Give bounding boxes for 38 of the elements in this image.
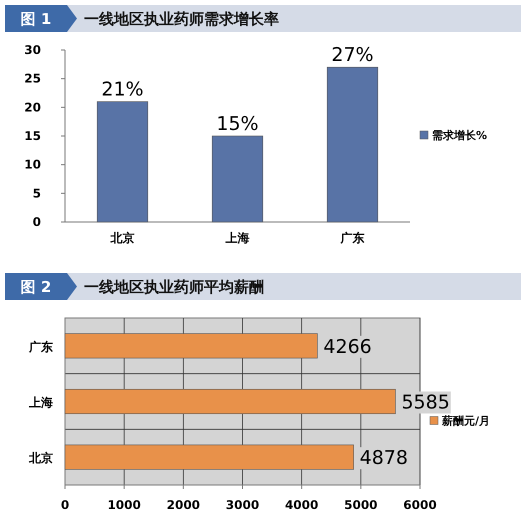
y-tick-label: 北京 (28, 451, 53, 466)
x-tick-label: 1000 (107, 498, 141, 512)
bar (64, 333, 318, 358)
bar (64, 388, 396, 414)
y-tick-label: 0 (32, 215, 41, 229)
legend-label: 薪酬元/月 (441, 414, 490, 428)
y-tick-label: 25 (24, 72, 41, 86)
legend-label: 需求增长% (432, 129, 488, 142)
y-tick-label: 30 (24, 43, 41, 57)
bar (326, 66, 378, 222)
y-tick-label: 上海 (28, 396, 53, 410)
x-tick-label: 6000 (403, 498, 437, 512)
x-tick-label: 0 (60, 498, 70, 512)
data-label: 5585 (401, 392, 450, 414)
x-tick-label: 2000 (166, 498, 200, 512)
data-label: 15% (216, 113, 259, 135)
x-tick-label: 4000 (284, 498, 318, 512)
chart-title: 图 2 (20, 278, 52, 296)
y-tick-label: 15 (24, 129, 41, 143)
data-label: 27% (331, 44, 374, 66)
bar (64, 444, 354, 470)
y-tick-label: 广东 (28, 340, 53, 354)
bar (96, 101, 148, 222)
x-tick-label: 3000 (226, 498, 260, 512)
bar (212, 136, 264, 222)
x-tick-label: 5000 (344, 498, 378, 512)
chart-subtitle: 一线地区执业药师平均薪酬 (84, 278, 264, 296)
y-tick-label: 10 (24, 158, 41, 172)
chart-subtitle: 一线地区执业药师需求增长率 (84, 10, 279, 28)
x-tick-label: 广东 (340, 231, 364, 245)
data-label: 21% (101, 78, 144, 101)
chart-title: 图 1 (20, 10, 52, 28)
y-tick-label: 20 (24, 100, 41, 114)
data-label: 4266 (323, 336, 372, 358)
x-tick-label: 上海 (224, 231, 250, 245)
y-tick-label: 5 (32, 186, 41, 200)
data-label: 4878 (360, 447, 408, 470)
x-tick-label: 北京 (110, 231, 134, 245)
